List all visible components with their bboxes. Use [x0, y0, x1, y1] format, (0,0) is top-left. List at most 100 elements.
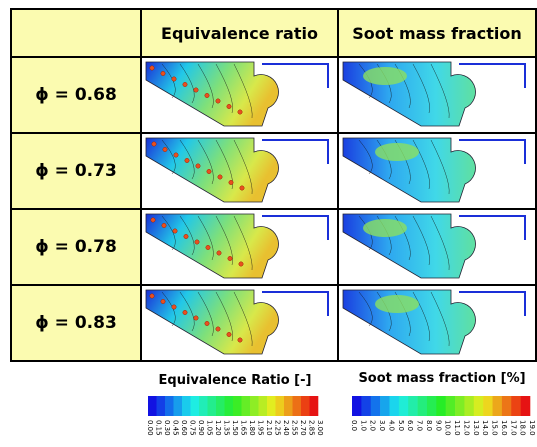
colorbar-segment: [293, 396, 302, 416]
colorbar-tick-label: 0.90: [197, 420, 205, 436]
droplet: [161, 71, 165, 75]
droplet: [172, 305, 176, 309]
colorbar-segment: [276, 396, 285, 416]
colorbar-segment: [191, 396, 200, 416]
colorbar-tick-label: 2.55: [291, 420, 299, 436]
figure: Equivalence ratio Soot mass fraction ϕ =…: [0, 0, 537, 447]
droplet: [194, 88, 198, 92]
colorbar-segment: [483, 396, 493, 416]
row-label: ϕ = 0.78: [11, 209, 141, 285]
colorbar-segment: [182, 396, 191, 416]
droplet: [152, 142, 156, 146]
colorbar-tick-label: 12.0: [462, 420, 470, 436]
colorbar-tick-label: 5.0: [397, 420, 405, 431]
droplet: [238, 110, 242, 114]
droplet: [173, 229, 177, 233]
colorbar-segment: [174, 396, 183, 416]
droplet: [183, 310, 187, 314]
contour-image: [338, 209, 536, 285]
colorbar-tick-label: 0.60: [180, 420, 188, 436]
droplet: [205, 321, 209, 325]
colorbar-segment: [511, 396, 521, 416]
droplet: [227, 104, 231, 108]
droplet: [150, 294, 154, 298]
colorbar-tick-label: 7.0: [416, 420, 424, 431]
colorbar-segment: [493, 396, 503, 416]
colorbar-segment: [242, 396, 251, 416]
colorbar-tick-label: 1.20: [214, 420, 222, 436]
colorbar-tick-label: 8.0: [425, 420, 433, 431]
contour-image: [338, 57, 536, 133]
colorbar-segment: [427, 396, 437, 416]
results-table: Equivalence ratio Soot mass fraction ϕ =…: [10, 8, 537, 362]
colorbar-segment: [446, 396, 456, 416]
colorbar-tick-label: 0.00: [146, 420, 154, 436]
colorbar-segment: [455, 396, 465, 416]
droplet: [218, 175, 222, 179]
colorbar-segment: [267, 396, 276, 416]
colorbar-segment: [250, 396, 259, 416]
droplet: [229, 180, 233, 184]
contour-image: [338, 133, 536, 209]
colorbar-segment: [225, 396, 234, 416]
colorbar-tick-label: 2.85: [308, 420, 316, 436]
colorbar-segment: [157, 396, 166, 416]
soot-region: [363, 219, 407, 237]
colorbar-segment: [389, 396, 399, 416]
droplet: [161, 299, 165, 303]
colorbar-segment: [199, 396, 208, 416]
colorbar-tick-label: 1.50: [231, 420, 239, 436]
droplet: [217, 251, 221, 255]
colorbar-tick-label: 0.45: [172, 420, 180, 436]
colorbar-segment: [352, 396, 362, 416]
row-label: ϕ = 0.68: [11, 57, 141, 133]
droplet: [162, 223, 166, 227]
legend-title: Soot mass fraction [%]: [358, 371, 525, 386]
droplet: [196, 164, 200, 168]
soot-region: [375, 295, 419, 313]
droplet: [205, 93, 209, 97]
droplet: [183, 82, 187, 86]
colorbar-segment: [148, 396, 157, 416]
colorbar-segment: [361, 396, 371, 416]
soot-region: [363, 67, 407, 85]
colorbar-segment: [259, 396, 268, 416]
droplet: [150, 66, 154, 70]
contour-image: [338, 285, 536, 361]
colorbar-segment: [408, 396, 418, 416]
row-label: ϕ = 0.73: [11, 133, 141, 209]
colorbar-tick-label: 2.25: [274, 420, 282, 436]
colorbar-tick-label: 16.0: [500, 420, 508, 436]
droplet: [239, 262, 243, 266]
legends: Equivalence Ratio [-] Soot mass fraction…: [0, 370, 537, 447]
droplet: [174, 153, 178, 157]
colorbar-tick-label: 2.0: [369, 420, 377, 431]
colorbar-tick-label: 0.0: [350, 420, 358, 431]
colorbar-segment: [216, 396, 225, 416]
column-header: Soot mass fraction: [338, 9, 536, 57]
corner-cell: [11, 9, 141, 57]
colorbar-tick-label: 10.0: [444, 420, 452, 436]
droplet: [195, 240, 199, 244]
colorbar-segment: [284, 396, 293, 416]
droplet: [238, 338, 242, 342]
colorbar-tick-label: 6.0: [406, 420, 414, 431]
colorbar-tick-label: 2.40: [282, 420, 290, 436]
row-label: ϕ = 0.83: [11, 285, 141, 361]
colorbar-tick-label: 1.65: [240, 420, 248, 436]
colorbar-segment: [301, 396, 310, 416]
colorbar-segment: [502, 396, 512, 416]
droplet: [185, 158, 189, 162]
column-header: Equivalence ratio: [141, 9, 338, 57]
colorbar-segment: [399, 396, 409, 416]
colorbar-tick-label: 2.10: [265, 420, 273, 436]
droplet: [194, 316, 198, 320]
colorbar-tick-label: 3.0: [378, 420, 386, 431]
contour-image: [141, 133, 338, 209]
colorbar-tick-label: 19.0: [528, 420, 536, 436]
colorbar-segment: [371, 396, 381, 416]
colorbar-segment: [208, 396, 217, 416]
colorbar-segment: [310, 396, 319, 416]
droplet: [240, 186, 244, 190]
colorbar-tick-label: 14.0: [481, 420, 489, 436]
